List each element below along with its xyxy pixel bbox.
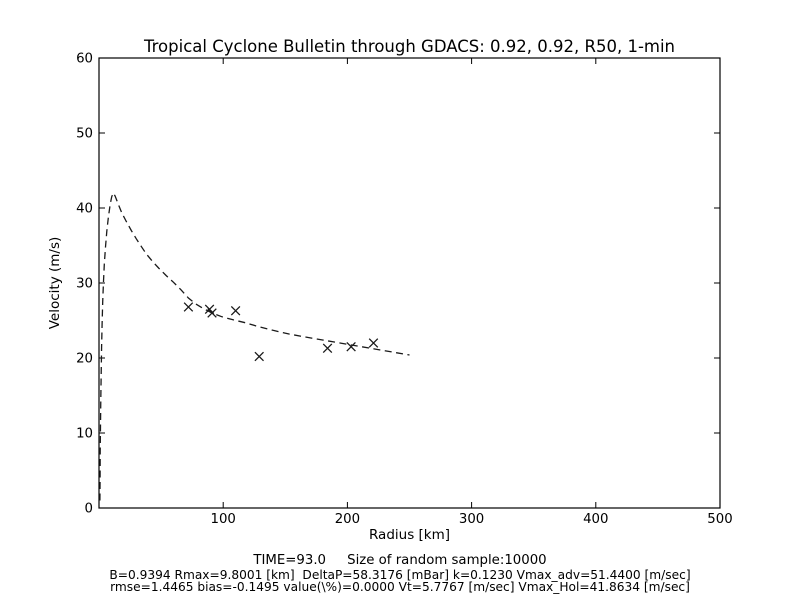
footer-error-statistics: rmse=1.4465 bias=-0.1495 value(\%)=0.000…: [110, 580, 690, 594]
sample-point-marker: [207, 308, 217, 318]
chart-title: Tropical Cyclone Bulletin through GDACS:…: [143, 37, 676, 56]
x-tick-label: 400: [583, 512, 608, 527]
footer-time-sample-size: TIME=93.0 Size of random sample:10000: [253, 553, 547, 568]
y-tick-label: 10: [76, 427, 93, 442]
y-tick-label: 30: [76, 277, 93, 292]
y-tick-label: 60: [76, 52, 93, 67]
x-tick-label: 200: [335, 512, 360, 527]
sample-point-marker: [254, 351, 264, 362]
y-tick-label: 0: [85, 502, 93, 517]
sample-point-marker: [230, 305, 241, 316]
sample-point-marker: [368, 338, 379, 348]
wind-profile-curve: [99, 191, 410, 501]
x-axis-label: Radius [km]: [368, 527, 451, 543]
sample-point-marker: [322, 343, 333, 354]
footer-model-parameters: B=0.9394 Rmax=9.8001 [km] DeltaP=58.3176…: [109, 568, 691, 582]
axes-frame: [98, 57, 721, 509]
y-tick-label: 50: [76, 127, 93, 142]
y-tick-label: 40: [76, 202, 93, 217]
x-tick-label: 100: [211, 512, 236, 527]
x-tick-label: 500: [707, 512, 732, 527]
sample-point-marker: [346, 341, 356, 352]
x-tick-label: 300: [459, 512, 484, 527]
sample-point-marker: [183, 302, 194, 312]
y-tick-label: 20: [76, 352, 93, 367]
